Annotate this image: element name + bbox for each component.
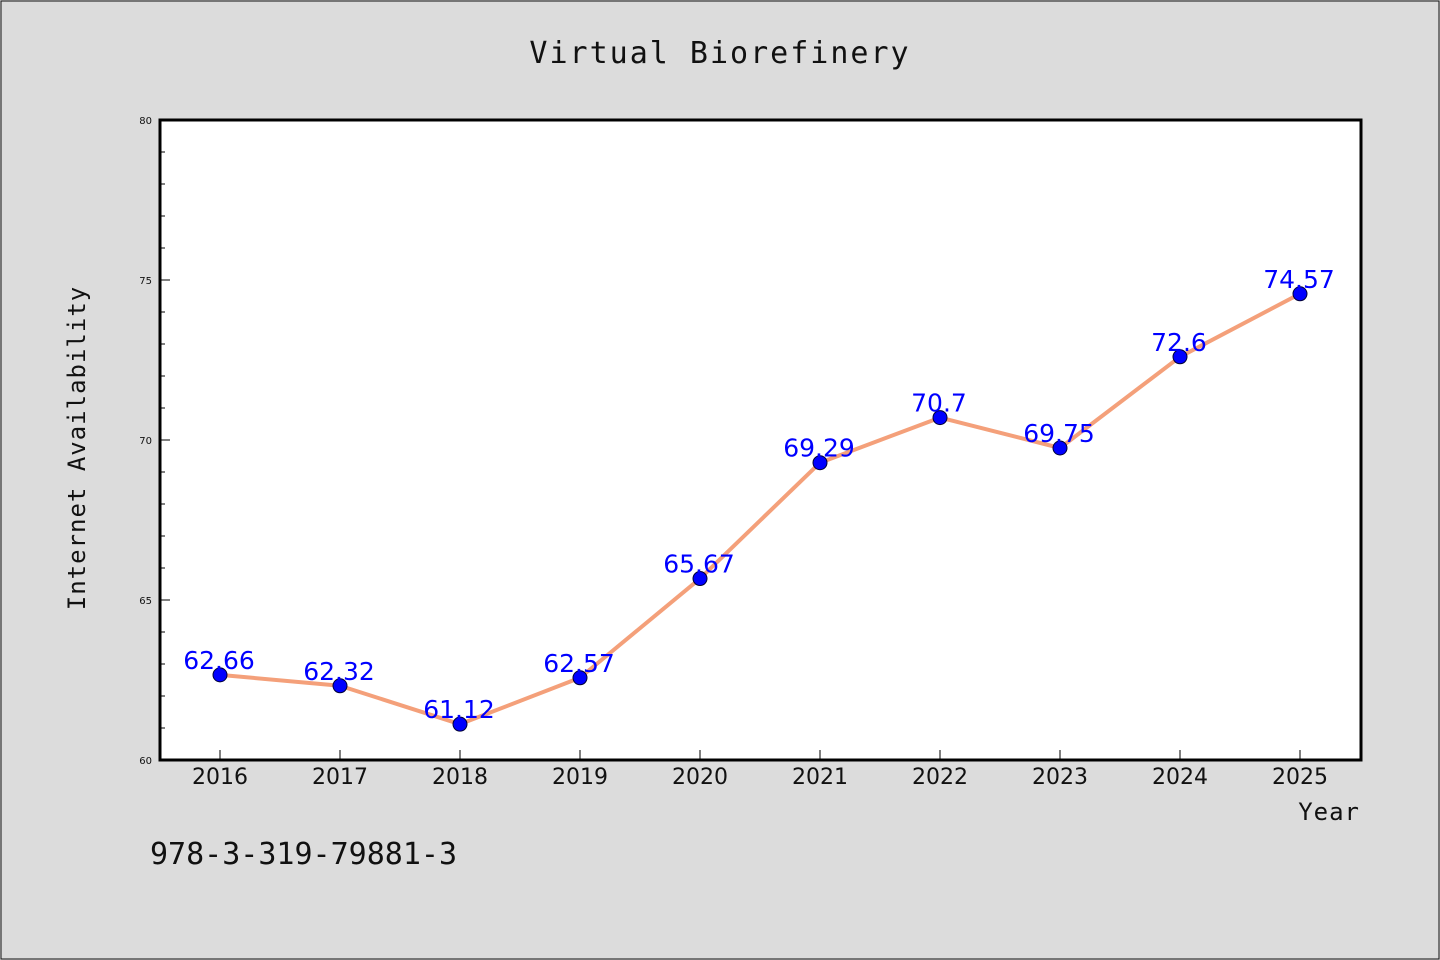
footnote-isbn: 978-3-319-79881-3 <box>150 837 457 872</box>
data-point <box>692 571 708 587</box>
data-point <box>452 716 468 732</box>
x-tick-label: 2024 <box>1152 765 1208 790</box>
x-tick-label: 2018 <box>432 765 488 790</box>
data-label: 62.57 <box>543 649 615 678</box>
data-point <box>1292 286 1308 302</box>
x-tick-label: 2019 <box>552 765 608 790</box>
y-tick-label: 70 <box>139 436 152 447</box>
y-axis-label: Internet Availability <box>63 286 91 610</box>
data-label: 74.57 <box>1263 265 1335 294</box>
x-tick-label: 2017 <box>312 765 368 790</box>
series-line <box>218 291 1302 727</box>
x-axis: 2016 2017 2018 2019 2020 2021 2022 2023 2024 2025 <box>192 750 1328 790</box>
x-tick-label: 2023 <box>1032 765 1088 790</box>
data-point <box>932 410 948 426</box>
data-label: 62.32 <box>303 657 375 686</box>
data-label: 69.29 <box>783 434 855 463</box>
data-label: 61.12 <box>423 695 495 724</box>
data-point <box>332 678 348 694</box>
data-point <box>212 667 228 683</box>
data-point <box>812 455 828 471</box>
data-point <box>572 670 588 686</box>
data-label: 62.66 <box>183 646 255 675</box>
y-tick-label: 80 <box>139 116 152 127</box>
y-tick-label: 65 <box>139 596 152 607</box>
data-label: 72.6 <box>1151 328 1207 357</box>
data-point <box>1052 440 1068 456</box>
series-layer: 62.66 62.32 61.12 62.57 65.67 69.29 70.7 69.75 7… <box>183 265 1335 732</box>
plot-frame <box>158 118 1363 762</box>
chart-title: Virtual Biorefinery <box>529 36 910 71</box>
x-axis-label: Year <box>1298 798 1360 826</box>
x-tick-label: 2025 <box>1272 765 1328 790</box>
data-point <box>1172 349 1188 365</box>
data-label: 70.7 <box>911 389 967 418</box>
x-tick-label: 2016 <box>192 765 248 790</box>
x-tick-label: 2021 <box>792 765 848 790</box>
y-tick-label: 75 <box>139 276 152 287</box>
data-label: 65.67 <box>663 550 735 579</box>
x-tick-label: 2022 <box>912 765 968 790</box>
y-tick-label: 60 <box>139 756 152 767</box>
plot-area <box>160 120 1361 760</box>
data-label: 69.75 <box>1023 419 1095 448</box>
x-tick-label: 2020 <box>672 765 728 790</box>
